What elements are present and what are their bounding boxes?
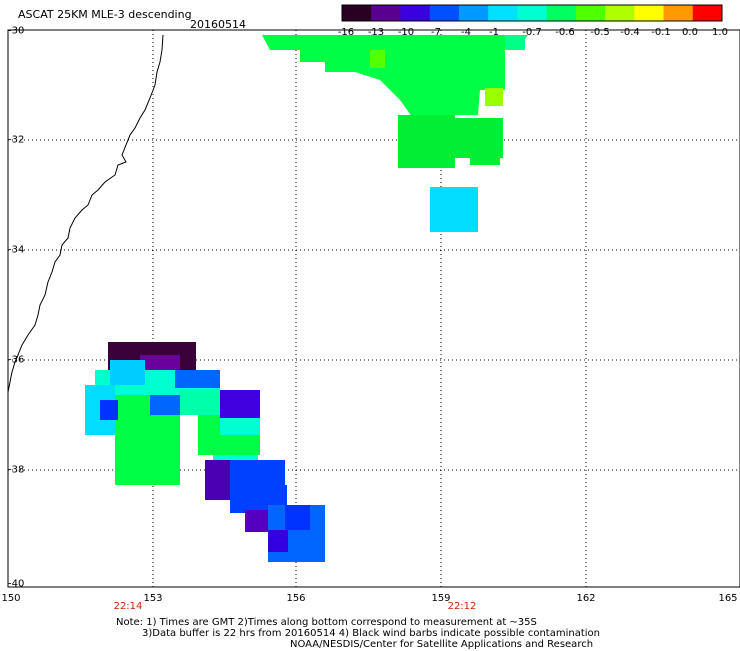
lat-label: -38 — [8, 464, 25, 476]
lat-label: -40 — [8, 578, 25, 590]
colorbar-label: 0.0 — [682, 27, 698, 38]
lon-label: 153 — [143, 593, 163, 604]
colorbar-label: -7 — [431, 27, 441, 38]
colorbar-label: 1.0 — [712, 27, 728, 38]
swath-cell — [150, 395, 180, 415]
swath-cell — [175, 370, 220, 388]
colorbar-segment — [400, 5, 431, 21]
colorbar-segment — [663, 5, 694, 21]
colorbar-segment — [371, 5, 401, 21]
swath-cell — [180, 390, 220, 415]
lat-label: -36 — [8, 354, 25, 366]
swath-cell — [140, 355, 180, 373]
colorbar-segment — [342, 5, 372, 21]
colorbar-segment — [517, 5, 548, 21]
lon-label: 156 — [286, 593, 306, 604]
swath-cell — [220, 415, 260, 435]
time-label: 22:14 — [113, 601, 143, 612]
colorbar-label: -0.4 — [620, 27, 640, 38]
swath-cell — [205, 460, 230, 500]
colorbar-segment — [458, 5, 489, 21]
time-label: 22:12 — [447, 601, 477, 612]
colorbar-label: -16 — [337, 27, 355, 38]
colorbar-label: -13 — [367, 27, 385, 38]
colorbar-label: -0.5 — [590, 27, 610, 38]
note-line-3: NOAA/NESDIS/Center for Satellite Applica… — [290, 639, 594, 650]
map-title: ASCAT 25KM MLE-3 descending — [18, 8, 192, 21]
swath-cell — [110, 360, 145, 385]
colorbar-label: -0.1 — [651, 27, 671, 38]
colorbar-segment — [488, 5, 518, 21]
colorbar-label: -0.7 — [522, 27, 542, 38]
colorbar-label: -0.6 — [555, 27, 575, 38]
wind-swath-south — [85, 342, 325, 562]
swath-cell — [398, 115, 455, 168]
lat-label: -30 — [8, 25, 25, 37]
lon-label: 150 — [1, 593, 21, 604]
coastline — [7, 34, 164, 393]
lon-label: 159 — [431, 593, 451, 604]
swath-cell — [285, 505, 310, 530]
swath-cell — [220, 390, 260, 418]
colorbar-label: -4 — [461, 27, 471, 38]
colorbar-segment — [605, 5, 635, 21]
lat-label: -34 — [8, 244, 25, 256]
swath-cell — [245, 510, 270, 532]
map-frame — [7, 29, 740, 588]
swath-cell — [100, 400, 118, 420]
colorbar-label: -1 — [489, 27, 499, 38]
colorbar-segment — [429, 5, 460, 21]
colorbar-segment — [692, 5, 723, 21]
colorbar-segment — [546, 5, 577, 21]
colorbar-border — [341, 4, 723, 22]
lon-label: 165 — [718, 593, 738, 604]
colorbar — [341, 4, 723, 22]
swath-cell — [430, 187, 478, 232]
colorbar-segment — [634, 5, 665, 21]
colorbar-label: -10 — [397, 27, 415, 38]
map-date: 20160514 — [190, 18, 246, 31]
swath-cell — [485, 88, 503, 106]
swath-cell — [370, 50, 385, 68]
swath-cell — [505, 35, 525, 50]
swath-cell — [268, 530, 288, 552]
colorbar-segment — [575, 5, 606, 21]
lon-label: 162 — [576, 593, 596, 604]
note-line-2: 3)Data buffer is 22 hrs from 20160514 4)… — [142, 628, 600, 639]
lat-label: -32 — [8, 134, 25, 146]
wind-swath-north — [262, 35, 528, 232]
note-line-1: Note: 1) Times are GMT 2)Times along bot… — [116, 617, 537, 628]
swath-cell — [470, 150, 500, 165]
swath-cell — [262, 35, 528, 128]
graticule — [8, 30, 740, 587]
